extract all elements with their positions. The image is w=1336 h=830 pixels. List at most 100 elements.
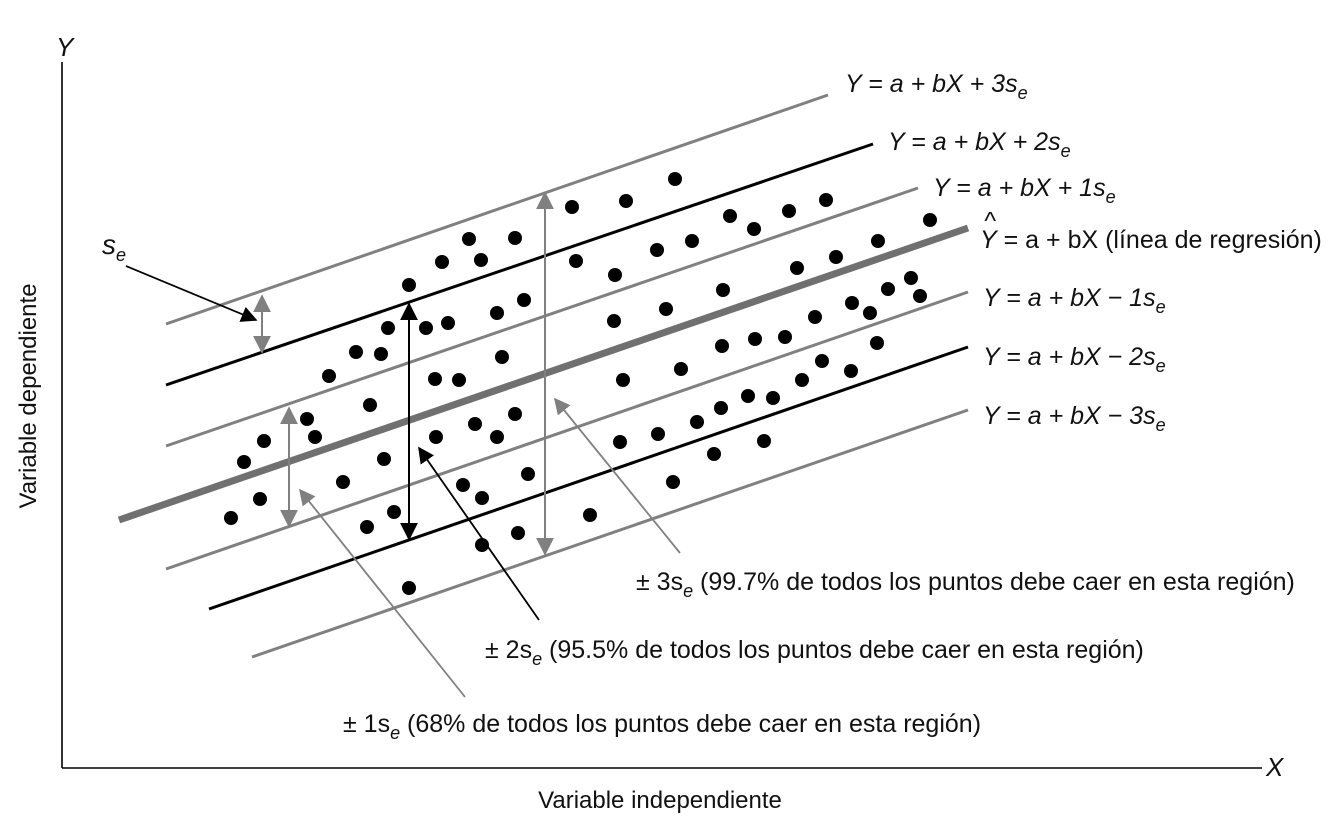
- y-axis-letter: Y: [56, 32, 75, 62]
- data-point: [707, 447, 721, 461]
- y-axis-title: Variable dependiente: [15, 283, 42, 508]
- data-point: [870, 336, 884, 350]
- band-line-plus2: [165, 142, 874, 387]
- data-point: [475, 491, 489, 505]
- data-point: [363, 398, 377, 412]
- se-label: se: [102, 229, 126, 265]
- data-point: [349, 345, 363, 359]
- data-point: [844, 364, 858, 378]
- data-point: [619, 194, 633, 208]
- data-point: [452, 373, 466, 387]
- annotation-one-se: ± 1se (68% de todos los puntos debe caer…: [343, 710, 981, 743]
- data-point: [569, 254, 583, 268]
- band-label-minus2: Y = a + bX − 2se: [983, 343, 1166, 376]
- regression-hat: ^: [984, 207, 996, 235]
- band-label-minus1: Y = a + bX − 1se: [983, 284, 1166, 317]
- annotation-two-se: ± 2se (95.5% de todos los puntos debe ca…: [485, 636, 1144, 669]
- data-point: [381, 321, 395, 335]
- data-point: [685, 234, 699, 248]
- three-se-pointer-arrow: [553, 397, 681, 554]
- data-point: [782, 204, 796, 218]
- data-point: [778, 330, 792, 344]
- data-point: [475, 538, 489, 552]
- data-point: [863, 306, 877, 320]
- data-point: [511, 526, 525, 540]
- band-label-plus1: Y = a + bX + 1se: [933, 174, 1116, 207]
- data-point: [690, 415, 704, 429]
- data-point: [565, 200, 579, 214]
- data-point: [747, 222, 761, 236]
- data-point: [608, 268, 622, 282]
- data-point: [613, 435, 627, 449]
- data-point: [462, 232, 476, 246]
- data-point: [748, 332, 762, 346]
- data-point: [336, 475, 350, 489]
- se-pointer-arrow: [125, 265, 258, 322]
- data-point: [766, 391, 780, 405]
- data-point: [583, 508, 597, 522]
- annotation-three-se: ± 3se (99.7% de todos los puntos debe ca…: [636, 568, 1295, 601]
- data-point: [714, 401, 728, 415]
- data-point: [521, 467, 535, 481]
- data-point: [795, 373, 809, 387]
- data-point: [435, 255, 449, 269]
- regression-line: [117, 224, 970, 524]
- band-label-minus3: Y = a + bX − 3se: [983, 402, 1166, 435]
- data-point: [790, 261, 804, 275]
- data-point: [429, 430, 443, 444]
- data-point: [716, 283, 730, 297]
- data-point: [253, 492, 267, 506]
- data-point: [845, 296, 859, 310]
- data-point: [650, 243, 664, 257]
- data-point: [913, 289, 927, 303]
- data-point: [757, 434, 771, 448]
- data-point: [419, 321, 433, 335]
- data-point: [224, 511, 238, 525]
- data-point: [666, 475, 680, 489]
- data-point: [402, 581, 416, 595]
- band-label-plus3: Y = a + bX + 3se: [845, 70, 1028, 103]
- x-axis-title: Variable independiente: [538, 787, 782, 814]
- data-point: [490, 306, 504, 320]
- data-point: [715, 339, 729, 353]
- data-point: [808, 310, 822, 324]
- band-line-plus3: [165, 93, 829, 326]
- data-point: [607, 314, 621, 328]
- data-point: [308, 430, 322, 444]
- x-axis-letter: X: [1265, 752, 1285, 782]
- data-points: [224, 172, 937, 595]
- data-point: [490, 430, 504, 444]
- data-point: [517, 293, 531, 307]
- data-point: [508, 407, 522, 421]
- data-point: [819, 193, 833, 207]
- data-point: [923, 213, 937, 227]
- data-point: [300, 412, 314, 426]
- data-point: [871, 234, 885, 248]
- data-point: [741, 389, 755, 403]
- data-point: [659, 302, 673, 316]
- one-se-pointer-arrow: [298, 488, 466, 698]
- band-line-minus3: [251, 408, 969, 659]
- data-point: [237, 455, 251, 469]
- data-point: [616, 373, 630, 387]
- band-line-minus1: [165, 290, 969, 571]
- data-point: [904, 271, 918, 285]
- data-point: [387, 505, 401, 519]
- data-point: [374, 347, 388, 361]
- data-point: [829, 250, 843, 264]
- data-point: [881, 282, 895, 296]
- band-label-plus2: Y = a + bX + 2se: [888, 128, 1071, 161]
- data-point: [668, 172, 682, 186]
- band-line-plus1: [165, 186, 919, 448]
- two-se-pointer-arrow: [418, 446, 540, 621]
- data-point: [468, 417, 482, 431]
- data-point: [257, 434, 271, 448]
- data-point: [495, 350, 509, 364]
- data-point: [402, 278, 416, 292]
- band-line-minus2: [208, 345, 969, 611]
- data-point: [456, 478, 470, 492]
- band-label-regression: Y = a + bX (línea de regresión): [980, 226, 1322, 254]
- data-point: [474, 253, 488, 267]
- data-point: [723, 209, 737, 223]
